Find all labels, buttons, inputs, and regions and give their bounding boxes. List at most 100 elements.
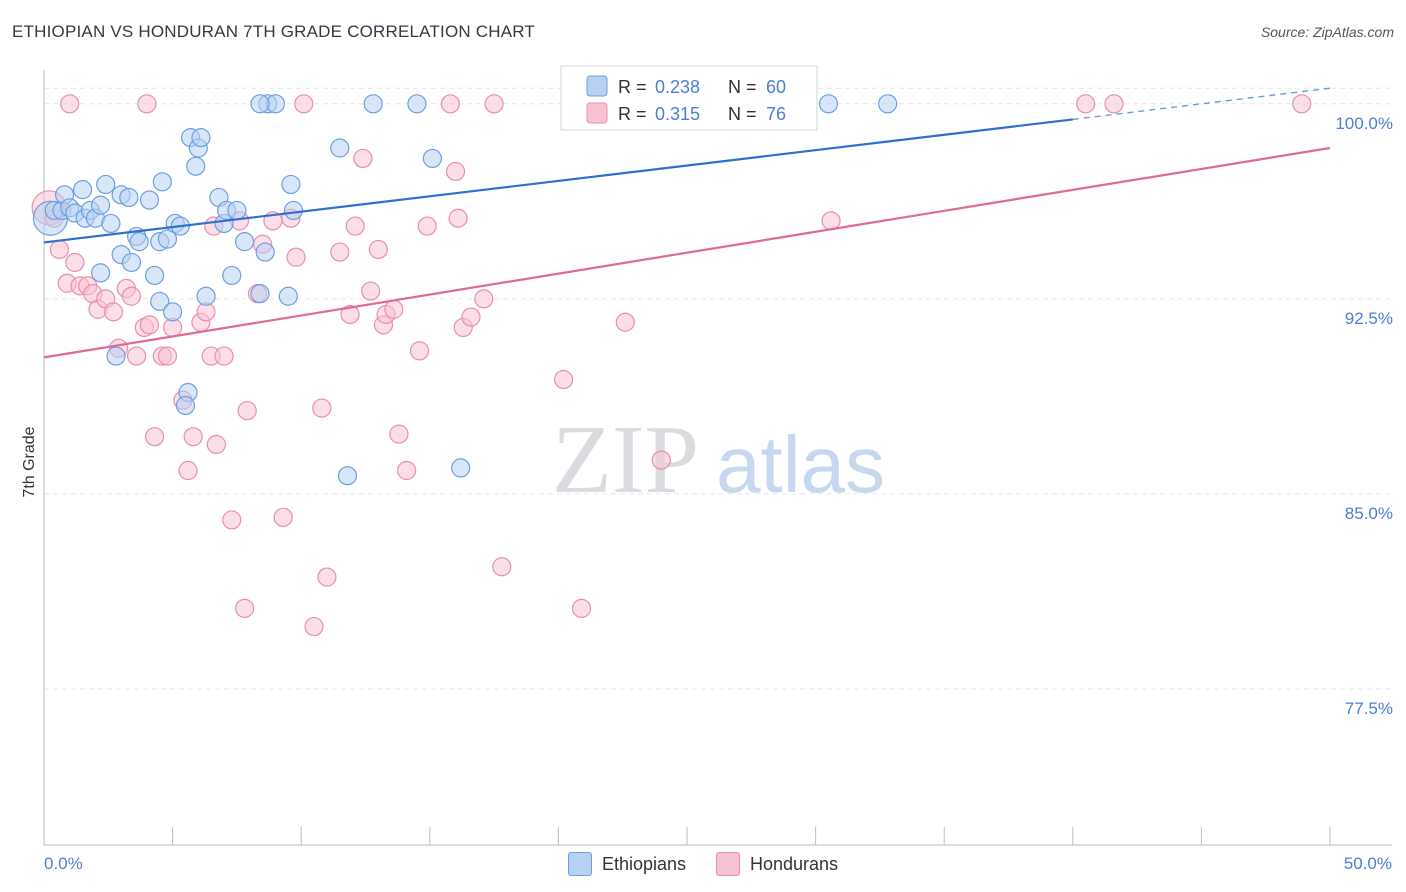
ethiopians-point [422, 148, 442, 169]
hondurans-points [31, 94, 1312, 637]
x-tick-labels: 0.0% 50.0% [44, 854, 1392, 873]
hondurans-point [235, 598, 255, 618]
ethiopians-point [101, 213, 121, 234]
hondurans-point [397, 460, 417, 481]
hondurans-n-label: N = [728, 104, 757, 124]
ethiopians-point [278, 286, 298, 306]
hondurans-point [461, 307, 481, 327]
ethiopians-point [90, 195, 111, 215]
hondurans-point [139, 315, 160, 335]
hondurans-point [353, 148, 373, 169]
hondurans-r-label: R = [618, 104, 647, 124]
hondurans-point [384, 299, 404, 319]
hondurans-point [330, 242, 350, 262]
hondurans-point [368, 239, 388, 260]
hondurans-point [126, 346, 147, 366]
ethiopians-point [175, 395, 196, 416]
y-axis-label: 7th Grade [21, 426, 38, 497]
hondurans-point [361, 281, 381, 301]
hondurans-swatch [586, 102, 608, 124]
hondurans-point [312, 398, 332, 418]
hondurans-point [49, 239, 70, 260]
gridlines [44, 87, 1392, 690]
hondurans-n-value: 76 [766, 104, 786, 124]
y-tick-label: 77.5% [1345, 699, 1393, 718]
ethiopians-point [283, 200, 304, 221]
hondurans-point [157, 346, 178, 366]
ethiopians-n-label: N = [728, 77, 757, 97]
hondurans-point [1292, 94, 1312, 114]
hondurans-point [474, 289, 494, 309]
hondurans-point [1076, 94, 1096, 114]
ethiopians-point [163, 302, 183, 322]
ethiopians-point [330, 138, 350, 158]
hondurans-point [1104, 94, 1124, 114]
ethiopians-swatch [586, 75, 608, 97]
hondurans-point [206, 434, 226, 455]
ethiopians-point [150, 291, 170, 312]
hondurans-r-value: 0.315 [655, 104, 700, 124]
y-tick-label: 100.0% [1335, 114, 1393, 133]
ethiopians-point [152, 172, 172, 192]
ethiopians-point [818, 94, 839, 114]
ethiopians-point [144, 265, 165, 286]
hondurans-point [651, 450, 671, 470]
series-legend: Ethiopians Hondurans [0, 852, 1406, 876]
hondurans-point [304, 616, 324, 637]
ethiopians-point [186, 156, 206, 176]
watermark-zip: ZIP [552, 406, 699, 514]
hondurans-point [214, 346, 234, 366]
hondurans-legend-label: Hondurans [750, 853, 839, 874]
ethiopians-point [129, 232, 149, 252]
hondurans-point [445, 161, 466, 182]
ethiopians-point [281, 174, 301, 195]
ethiopians-points [32, 94, 898, 486]
hondurans-point [484, 94, 504, 114]
y-tick-label: 92.5% [1345, 309, 1393, 328]
ethiopians-point [72, 180, 93, 200]
ethiopians-point [250, 94, 270, 114]
ethiopians-legend-swatch [567, 852, 592, 876]
x-tick-label: 50.0% [1344, 854, 1392, 873]
ethiopians-point [250, 284, 270, 304]
ethiopians-point [121, 252, 142, 273]
hondurans-point [417, 216, 437, 236]
ethiopians-point [407, 94, 427, 114]
hondurans-point [65, 252, 85, 273]
legend-item-hondurans[interactable]: Hondurans [716, 852, 838, 876]
watermark-atlas: atlas [716, 420, 885, 509]
hondurans-point [60, 94, 80, 114]
ethiopians-point [157, 229, 178, 249]
hondurans-point [440, 94, 460, 114]
legend-item-ethiopians[interactable]: Ethiopians [567, 852, 686, 876]
ethiopians-point [451, 458, 471, 478]
ethiopians-n-value: 60 [766, 77, 786, 97]
ethiopians-point [119, 187, 139, 208]
hondurans-point [345, 216, 365, 236]
ethiopians-point [337, 466, 358, 486]
hondurans-point [286, 247, 306, 267]
hondurans-point [237, 401, 257, 421]
ethiopians-r-value: 0.238 [655, 77, 700, 97]
hondurans-point [615, 312, 635, 332]
ethiopians-point [106, 346, 126, 366]
trend-lines [43, 87, 1331, 359]
ethiopians-point [96, 174, 116, 195]
ethiopians-point [139, 190, 160, 210]
hondurans-point [294, 94, 314, 114]
hondurans-point [492, 557, 512, 577]
hondurans-point [273, 507, 293, 527]
watermark: ZIP atlas [552, 406, 885, 514]
hondurans-point [448, 208, 468, 228]
ethiopians-point [90, 263, 111, 283]
chart-title: ETHIOPIAN VS HONDURAN 7TH GRADE CORRELAT… [12, 22, 536, 41]
hondurans-point [317, 567, 337, 587]
y-tick-labels: 100.0% 92.5% 85.0% 77.5% [1335, 114, 1393, 718]
hondurans-point [409, 341, 430, 361]
y-tick-label: 85.0% [1345, 504, 1393, 523]
source-credit: Source: ZipAtlas.com [1260, 24, 1394, 40]
ethiopians-point [196, 286, 216, 306]
ethiopians-point [191, 128, 211, 148]
stats-legend: R = 0.238 N = 60 R = 0.315 N = 76 [560, 65, 818, 131]
